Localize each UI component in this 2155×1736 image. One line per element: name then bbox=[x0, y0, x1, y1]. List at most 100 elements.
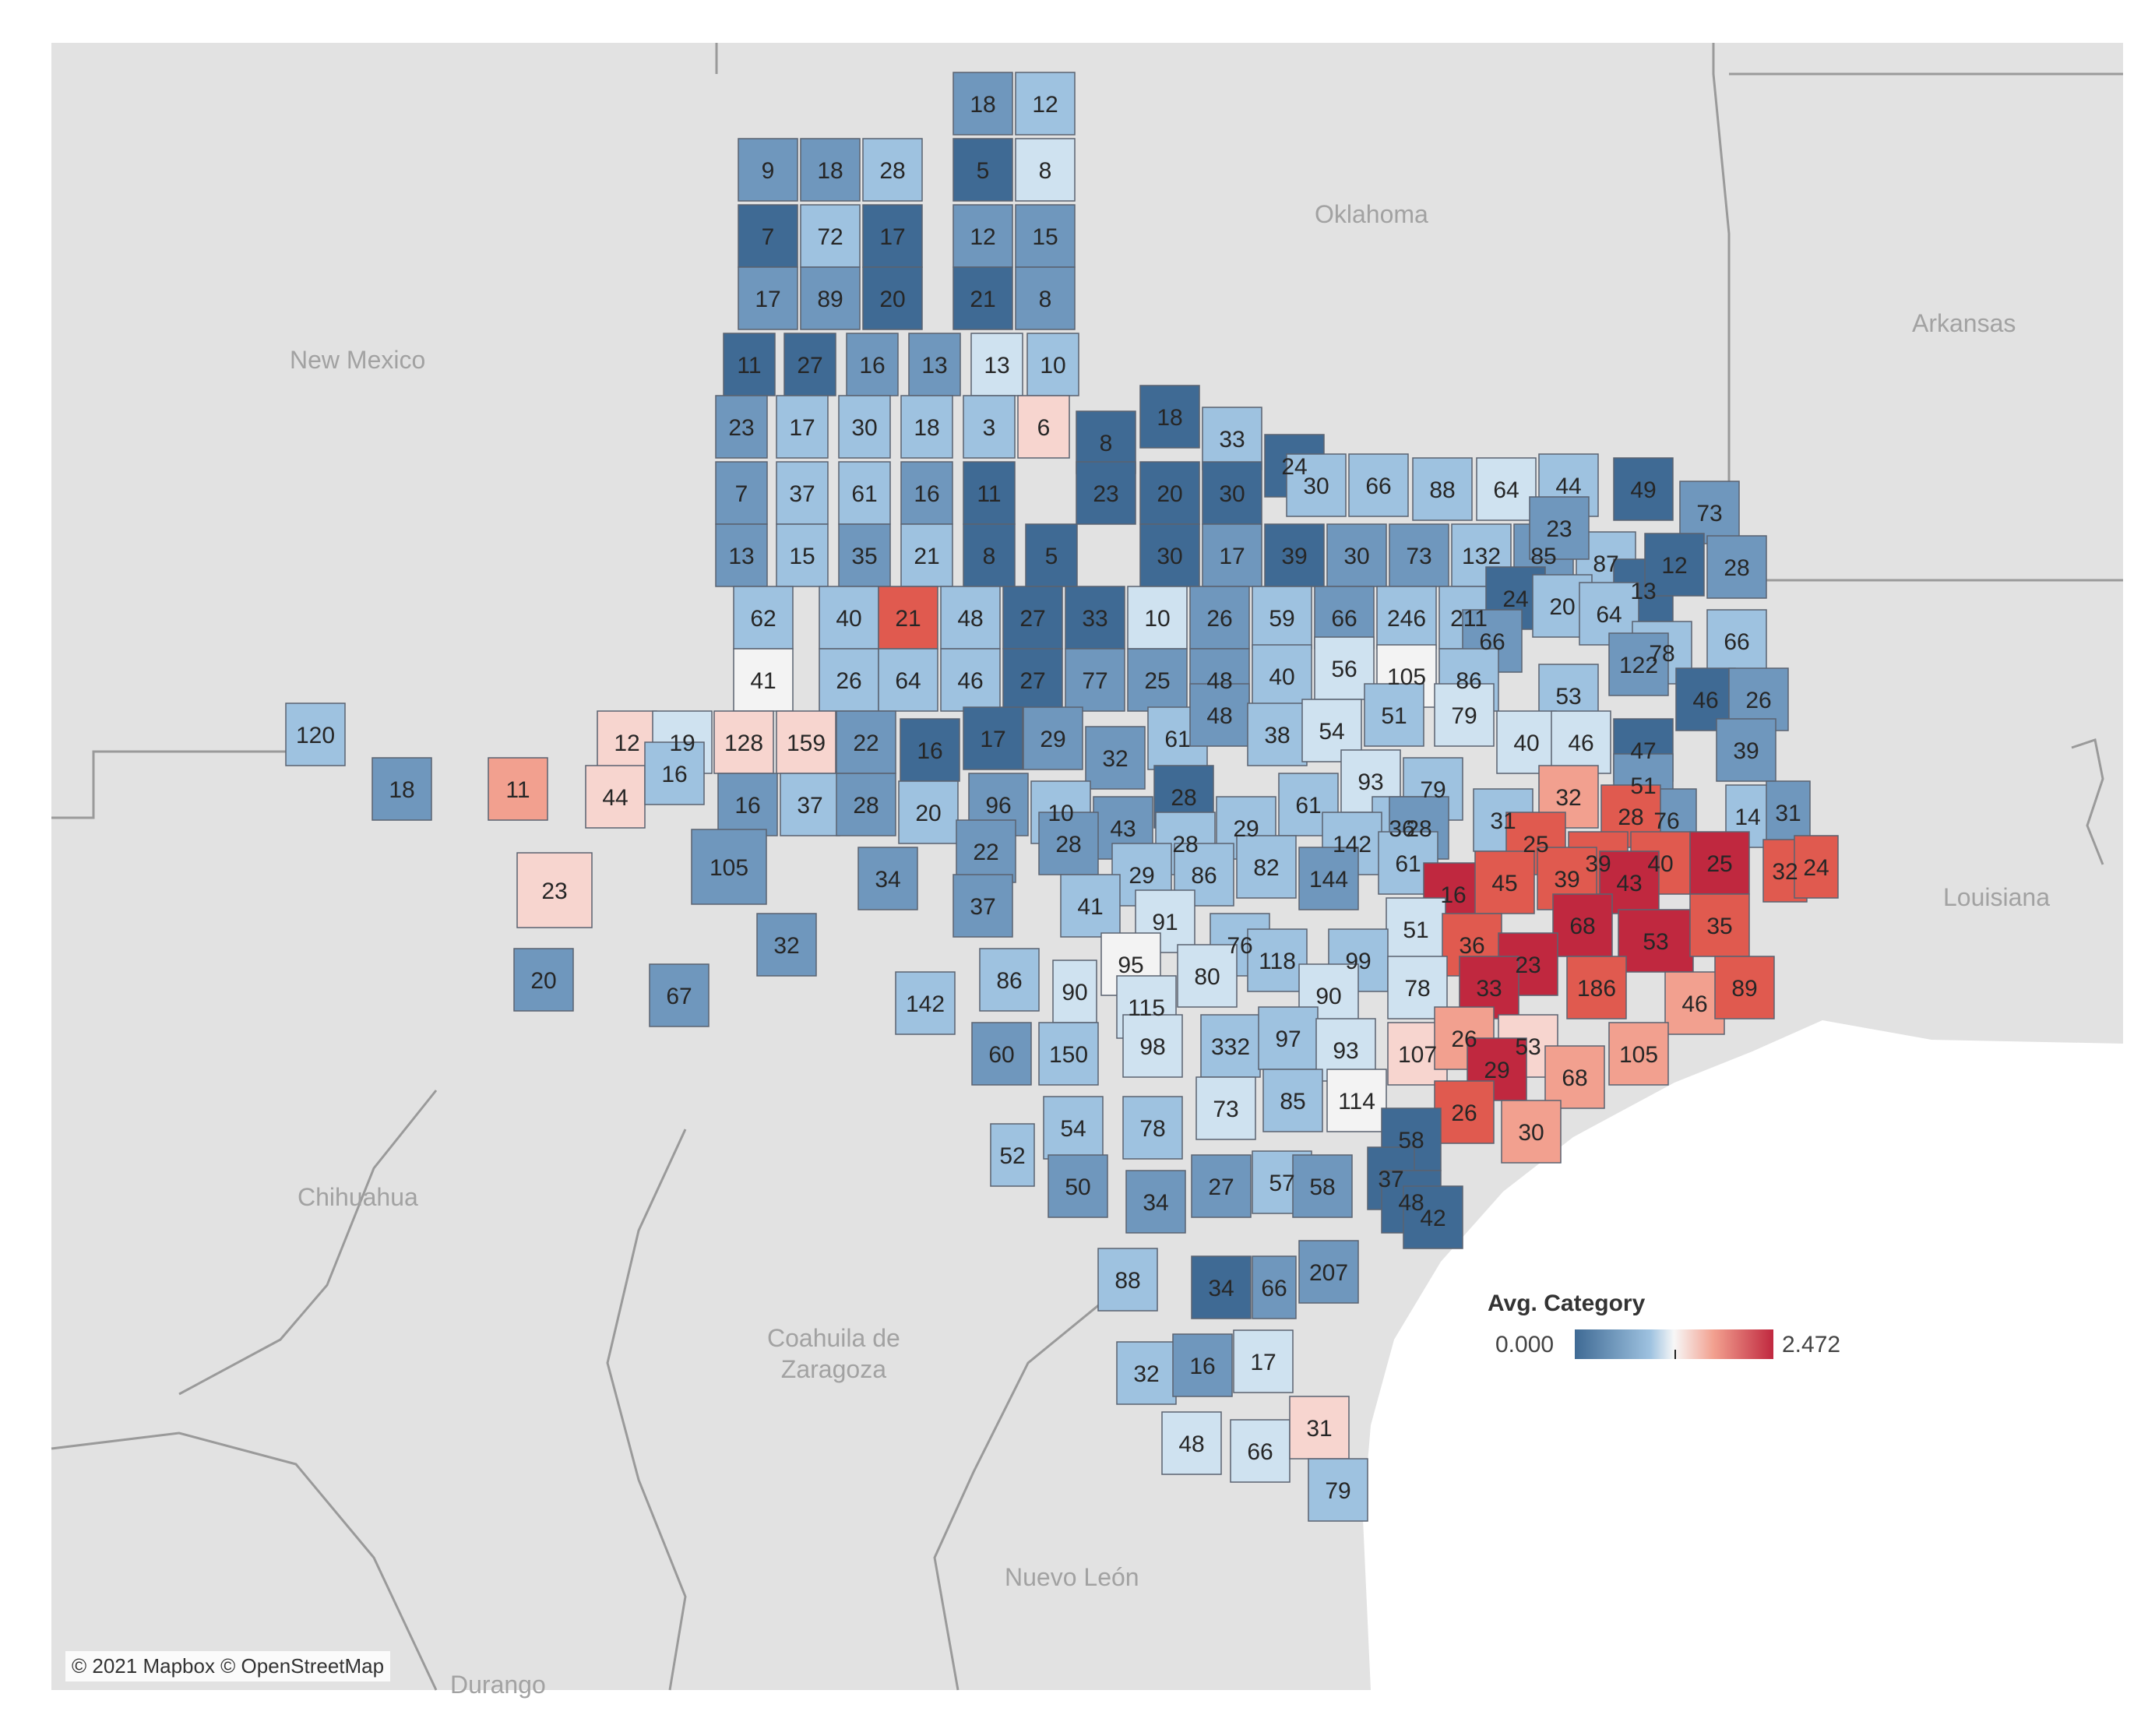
county-shape[interactable] bbox=[1097, 1248, 1158, 1312]
county-shape[interactable] bbox=[1038, 1022, 1099, 1086]
county-shape[interactable] bbox=[1202, 407, 1262, 470]
county-shape[interactable] bbox=[756, 913, 817, 977]
county-shape[interactable] bbox=[963, 461, 1016, 525]
county-shape[interactable] bbox=[1038, 812, 1099, 875]
county-shape[interactable] bbox=[1689, 831, 1750, 895]
county-shape[interactable] bbox=[1202, 523, 1262, 587]
county-shape[interactable] bbox=[371, 757, 432, 821]
county-shape[interactable] bbox=[1247, 928, 1308, 992]
county-shape[interactable] bbox=[1716, 718, 1776, 782]
county-shape[interactable] bbox=[971, 1022, 1032, 1086]
county-shape[interactable] bbox=[1015, 138, 1076, 202]
county-shape[interactable] bbox=[1085, 726, 1146, 790]
county-shape[interactable] bbox=[970, 333, 1023, 396]
county-shape[interactable] bbox=[1412, 457, 1473, 521]
county-shape[interactable] bbox=[738, 266, 798, 330]
county-shape[interactable] bbox=[1434, 683, 1495, 747]
county-shape[interactable] bbox=[1474, 850, 1535, 914]
county-shape[interactable] bbox=[1177, 944, 1238, 1008]
county-shape[interactable] bbox=[1286, 453, 1347, 517]
county-shape[interactable] bbox=[1252, 1255, 1297, 1319]
county-shape[interactable] bbox=[1258, 1006, 1319, 1070]
county-shape[interactable] bbox=[979, 948, 1040, 1012]
county-shape[interactable] bbox=[990, 1123, 1035, 1187]
county-shape[interactable] bbox=[1233, 1329, 1294, 1393]
county-shape[interactable] bbox=[783, 333, 836, 396]
county-shape[interactable] bbox=[1052, 960, 1097, 1023]
county-shape[interactable] bbox=[857, 847, 918, 910]
county-shape[interactable] bbox=[1252, 644, 1312, 708]
county-shape[interactable] bbox=[1608, 632, 1669, 696]
county-shape[interactable] bbox=[1552, 893, 1613, 957]
county-shape[interactable] bbox=[776, 710, 836, 774]
county-shape[interactable] bbox=[900, 461, 953, 525]
county-shape[interactable] bbox=[780, 773, 840, 836]
county-shape[interactable] bbox=[715, 395, 768, 459]
county-shape[interactable] bbox=[1326, 1069, 1387, 1132]
county-shape[interactable] bbox=[1122, 1014, 1183, 1078]
county-shape[interactable] bbox=[691, 829, 767, 905]
county-shape[interactable] bbox=[952, 266, 1013, 330]
county-shape[interactable] bbox=[1191, 1154, 1252, 1218]
map-attribution[interactable]: © 2021 Mapbox © OpenStreetMap bbox=[65, 1651, 391, 1681]
county-shape[interactable] bbox=[644, 741, 705, 805]
county-shape[interactable] bbox=[1230, 1419, 1291, 1483]
county-shape[interactable] bbox=[878, 648, 938, 712]
county-shape[interactable] bbox=[940, 586, 1001, 650]
county-shape[interactable] bbox=[956, 819, 1016, 883]
county-shape[interactable] bbox=[895, 971, 956, 1035]
county-shape[interactable] bbox=[1551, 710, 1611, 774]
county-shape[interactable] bbox=[1389, 523, 1449, 587]
county-shape[interactable] bbox=[1017, 395, 1070, 459]
county-shape[interactable] bbox=[1189, 683, 1250, 747]
county-shape[interactable] bbox=[713, 710, 774, 774]
county-shape[interactable] bbox=[1015, 266, 1076, 330]
county-shape[interactable] bbox=[1076, 461, 1136, 525]
county-shape[interactable] bbox=[1262, 1069, 1323, 1132]
county-shape[interactable] bbox=[900, 395, 953, 459]
county-shape[interactable] bbox=[1191, 1255, 1252, 1319]
county-shape[interactable] bbox=[1566, 956, 1627, 1019]
county-shape[interactable] bbox=[1308, 1458, 1368, 1522]
county-shape[interactable] bbox=[898, 780, 959, 844]
county-layer[interactable] bbox=[285, 72, 1839, 1522]
county-shape[interactable] bbox=[836, 710, 896, 774]
county-shape[interactable] bbox=[1264, 523, 1325, 587]
county-shape[interactable] bbox=[1015, 72, 1076, 136]
county-shape[interactable] bbox=[1122, 1096, 1183, 1160]
county-shape[interactable] bbox=[1125, 1170, 1186, 1234]
county-shape[interactable] bbox=[1127, 586, 1188, 650]
county-shape[interactable] bbox=[649, 963, 710, 1027]
county-shape[interactable] bbox=[1015, 204, 1076, 268]
county-shape[interactable] bbox=[1386, 897, 1446, 961]
county-shape[interactable] bbox=[1613, 457, 1674, 521]
county-shape[interactable] bbox=[1496, 710, 1557, 774]
county-shape[interactable] bbox=[1364, 683, 1424, 747]
county-shape[interactable] bbox=[1794, 835, 1839, 899]
county-shape[interactable] bbox=[838, 461, 891, 525]
county-shape[interactable] bbox=[715, 461, 768, 525]
county-shape[interactable] bbox=[1348, 453, 1409, 517]
county-shape[interactable] bbox=[1161, 1411, 1222, 1475]
county-shape[interactable] bbox=[952, 204, 1013, 268]
county-shape[interactable] bbox=[952, 874, 1013, 938]
county-shape[interactable] bbox=[1403, 1185, 1463, 1249]
county-shape[interactable] bbox=[1139, 385, 1200, 449]
county-shape[interactable] bbox=[836, 773, 896, 836]
county-shape[interactable] bbox=[1247, 702, 1308, 766]
county-shape[interactable] bbox=[846, 333, 899, 396]
county-shape[interactable] bbox=[1043, 1096, 1104, 1160]
county-shape[interactable] bbox=[488, 757, 548, 821]
county-shape[interactable] bbox=[952, 72, 1013, 136]
county-shape[interactable] bbox=[838, 395, 891, 459]
county-shape[interactable] bbox=[1689, 893, 1750, 957]
county-shape[interactable] bbox=[1298, 1240, 1359, 1304]
county-shape[interactable] bbox=[1127, 648, 1188, 712]
county-shape[interactable] bbox=[1376, 586, 1437, 650]
county-shape[interactable] bbox=[1065, 648, 1125, 712]
county-shape[interactable] bbox=[1189, 586, 1250, 650]
county-shape[interactable] bbox=[1644, 533, 1705, 597]
county-shape[interactable] bbox=[1139, 461, 1200, 525]
county-shape[interactable] bbox=[1139, 523, 1200, 587]
